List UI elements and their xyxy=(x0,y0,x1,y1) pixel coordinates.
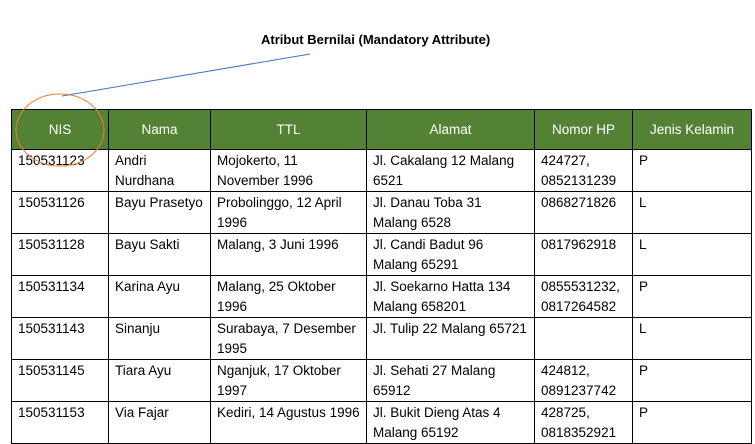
cell-nama: Karina Ayu xyxy=(108,275,211,318)
cell-nomor-hp: 428725, 0818352921 xyxy=(534,401,633,444)
cell-nis: 150531153 xyxy=(11,401,109,444)
table-row: 150531134 Karina Ayu Malang, 25 Oktober 19… xyxy=(11,275,752,318)
cell-jenis-kelamin: L xyxy=(632,317,752,360)
cell-nis: 150531128 xyxy=(11,233,109,276)
cell-nama: Bayu Sakti xyxy=(108,233,211,276)
header-alamat: Alamat xyxy=(366,109,535,150)
header-nama: Nama xyxy=(108,109,211,150)
header-nomor-hp: Nomor HP xyxy=(534,109,633,150)
cell-nomor-hp xyxy=(534,317,633,360)
table-row: 150531126 Bayu Prasetyo Probolinggo, 12 Ap… xyxy=(11,191,752,234)
cell-ttl: Malang, 3 Juni 1996 xyxy=(210,233,367,276)
cell-nis: 150531123 xyxy=(11,149,109,192)
cell-nomor-hp: 424812, 0891237742 xyxy=(534,359,633,402)
cell-nomor-hp: 0817962918 xyxy=(534,233,633,276)
cell-nis: 150531126 xyxy=(11,191,109,234)
pointer-line xyxy=(61,53,311,97)
cell-jenis-kelamin: P xyxy=(632,275,752,318)
cell-jenis-kelamin: L xyxy=(632,191,752,234)
cell-nama: Bayu Prasetyo xyxy=(108,191,211,234)
cell-jenis-kelamin: L xyxy=(632,233,752,276)
cell-jenis-kelamin: P xyxy=(632,401,752,444)
cell-nis: 150531145 xyxy=(11,359,109,402)
cell-nomor-hp: 0868271826 xyxy=(534,191,633,234)
table-row: 150531128 Bayu Sakti Malang, 3 Juni 1996 Jl… xyxy=(11,233,752,276)
header-nis: NIS xyxy=(11,109,109,150)
header-ttl: TTL xyxy=(210,109,367,150)
cell-alamat: Jl. Cakalang 12 Malang 6521 xyxy=(366,149,535,192)
cell-nomor-hp: 424727, 0852131239 xyxy=(534,149,633,192)
table-row: 150531143 Sinanju Surabaya, 7 Desember 199… xyxy=(11,317,752,360)
table-row: 150531145 Tiara Ayu Nganjuk, 17 Oktober 19… xyxy=(11,359,752,402)
cell-jenis-kelamin: P xyxy=(632,359,752,402)
cell-alamat: Jl. Tulip 22 Malang 65721 xyxy=(366,317,535,360)
cell-alamat: Jl. Bukit Dieng Atas 4 Malang 65192 xyxy=(366,401,535,444)
cell-nama: Andri Nurdhana xyxy=(108,149,211,192)
cell-nis: 150531143 xyxy=(11,317,109,360)
cell-nama: Sinanju xyxy=(108,317,211,360)
cell-alamat: Jl. Soekarno Hatta 134 Malang 658201 xyxy=(366,275,535,318)
cell-ttl: Mojokerto, 11 November 1996 xyxy=(210,149,367,192)
cell-ttl: Nganjuk, 17 Oktober 1997 xyxy=(210,359,367,402)
cell-jenis-kelamin: P xyxy=(632,149,752,192)
cell-alamat: Jl. Candi Badut 96 Malang 65291 xyxy=(366,233,535,276)
cell-ttl: Kediri, 14 Agustus 1996 xyxy=(210,401,367,444)
cell-ttl: Malang, 25 Oktober 1996 xyxy=(210,275,367,318)
cell-nomor-hp: 0855531232, 0817264582 xyxy=(534,275,633,318)
cell-ttl: Surabaya, 7 Desember 1995 xyxy=(210,317,367,360)
cell-ttl: Probolinggo, 12 April 1996 xyxy=(210,191,367,234)
header-jenis-kelamin: Jenis Kelamin xyxy=(632,109,752,150)
annotation-label: Atribut Bernilai (Mandatory Attribute) xyxy=(261,32,491,47)
cell-alamat: Jl. Sehati 27 Malang 65912 xyxy=(366,359,535,402)
cell-nama: Tiara Ayu xyxy=(108,359,211,402)
cell-alamat: Jl. Danau Toba 31 Malang 6528 xyxy=(366,191,535,234)
table-row: 150531153 Via Fajar Kediri, 14 Agustus 199… xyxy=(11,401,752,444)
student-table: NIS Nama TTL Alamat Nomor HP Jenis Kelam… xyxy=(11,109,752,444)
cell-nama: Via Fajar xyxy=(108,401,211,444)
cell-nis: 150531134 xyxy=(11,275,109,318)
table-row: 150531123 Andri Nurdhana Mojokerto, 11 Nov… xyxy=(11,149,752,192)
header-row: NIS Nama TTL Alamat Nomor HP Jenis Kelam… xyxy=(11,109,752,150)
